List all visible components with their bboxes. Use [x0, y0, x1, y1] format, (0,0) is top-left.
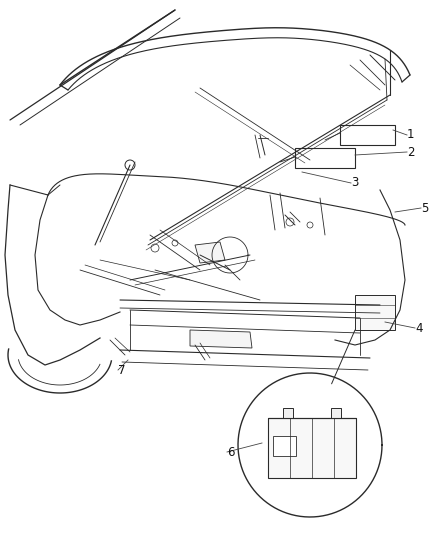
- Text: 2: 2: [407, 146, 414, 158]
- Text: 4: 4: [415, 321, 423, 335]
- Polygon shape: [295, 148, 355, 168]
- Polygon shape: [190, 330, 252, 348]
- Polygon shape: [340, 125, 395, 145]
- Text: 6: 6: [227, 446, 234, 458]
- Polygon shape: [331, 408, 341, 418]
- Polygon shape: [273, 436, 296, 456]
- Polygon shape: [195, 242, 225, 263]
- Text: 3: 3: [351, 176, 358, 190]
- Text: 7: 7: [118, 364, 126, 376]
- Text: 5: 5: [421, 201, 428, 214]
- Polygon shape: [268, 418, 356, 478]
- Text: 1: 1: [407, 128, 414, 141]
- Polygon shape: [283, 408, 293, 418]
- Polygon shape: [355, 295, 395, 330]
